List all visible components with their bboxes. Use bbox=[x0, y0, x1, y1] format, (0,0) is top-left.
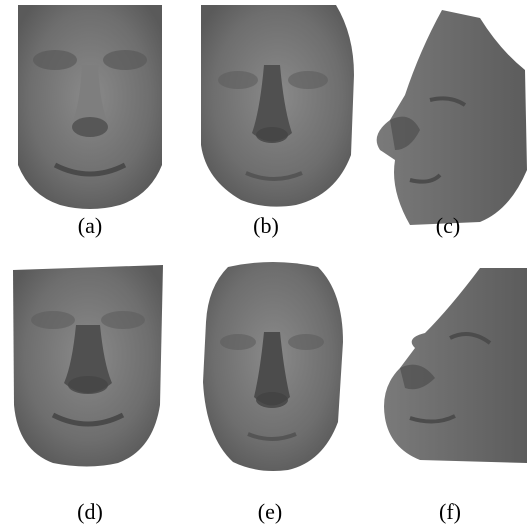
caption-a: (a) bbox=[77, 213, 103, 238]
caption-f: (f) bbox=[439, 499, 461, 524]
frontal-face-render-icon bbox=[18, 5, 162, 209]
face-render-b bbox=[196, 5, 356, 210]
caption-d: (d) bbox=[77, 499, 103, 524]
profile-face-render-icon bbox=[376, 10, 527, 225]
face-render-d bbox=[8, 265, 168, 470]
profile-face-render-icon bbox=[384, 268, 527, 463]
face-render-a bbox=[10, 5, 170, 210]
caption-e: (e) bbox=[257, 499, 283, 524]
caption-c: (c) bbox=[435, 213, 461, 238]
caption-b: (b) bbox=[253, 213, 279, 238]
frontal-face-render-icon bbox=[201, 5, 354, 207]
frontal-face-render-icon bbox=[13, 265, 163, 467]
face-render-e bbox=[198, 262, 348, 472]
frontal-face-render-icon bbox=[203, 262, 343, 471]
face-render-f bbox=[380, 268, 527, 463]
face-render-c bbox=[370, 10, 527, 225]
